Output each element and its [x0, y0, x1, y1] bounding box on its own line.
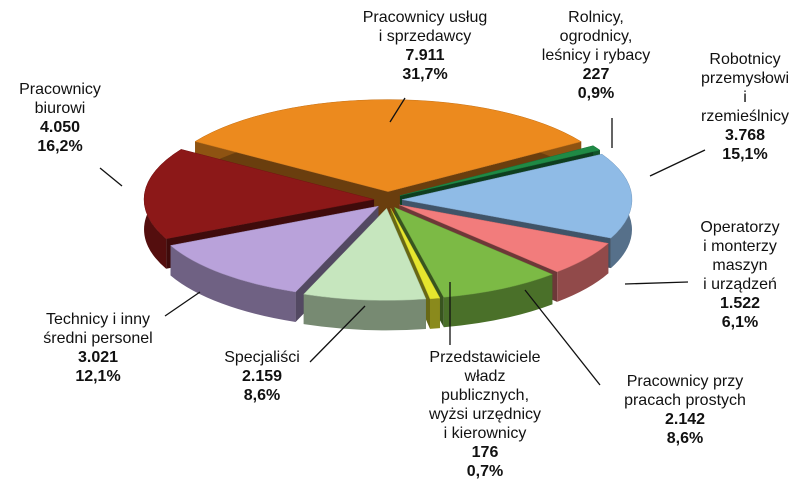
slice-label: Operatorzy i monterzy maszyn i urządzeń 1… [700, 218, 779, 332]
leader-line [389, 97, 406, 123]
value-label: 2.159 [241, 368, 283, 385]
leader-line [309, 305, 366, 363]
percent-label: 16,2% [37, 138, 83, 155]
slice-wall [557, 243, 609, 302]
percent-label: 15,1% [722, 146, 768, 163]
percent-label: 12,1% [75, 368, 121, 385]
slice-label: Przedstawiciele władz publicznych, wyżsi… [429, 348, 541, 481]
slice-wall [303, 294, 426, 331]
category-name: Operatorzy i monterzy maszyn i urządzeń [700, 219, 780, 293]
slice-label: Technicy i inny średni personel 3.021 12,1… [43, 310, 152, 386]
value-label: 227 [582, 66, 610, 83]
percent-label: 31,7% [402, 66, 448, 83]
slice-label: Pracownicy biurowi 4.050 16,2% [19, 80, 101, 156]
slice [399, 145, 601, 196]
category-name: Pracownicy usług i sprzedawcy [362, 9, 488, 45]
percent-label: 0,9% [577, 85, 615, 102]
slice [143, 149, 375, 240]
percent-label: 8,6% [666, 430, 704, 447]
leader-line [624, 281, 689, 285]
slice-wall [443, 274, 553, 328]
slice-label: Specjaliści 2.159 8,6% [224, 348, 300, 405]
category-name: Technicy i inny średni personel [43, 311, 153, 347]
value-label: 4.050 [39, 119, 81, 136]
slice [303, 207, 427, 301]
slice [170, 205, 380, 293]
percent-label: 6,1% [721, 314, 759, 331]
slice [401, 153, 633, 239]
leader-line [164, 291, 201, 317]
value-label: 3.021 [77, 349, 119, 366]
slice [390, 208, 441, 300]
slice-wall [170, 245, 296, 322]
category-name: Robotnicy przemysłowi i rzemieślnicy [700, 51, 790, 125]
percent-label: 8,6% [243, 387, 281, 404]
value-label: 1.522 [719, 295, 761, 312]
value-label: 176 [471, 444, 499, 461]
category-name: Pracownicy biurowi [19, 81, 101, 117]
value-label: 2.142 [664, 411, 706, 428]
category-name: Specjaliści [224, 349, 300, 366]
slice-label: Rolnicy, ogrodnicy, leśnicy i rybacy 227 0… [542, 8, 650, 103]
slice-label: Robotnicy przemysłowi i rzemieślnicy 3.76… [701, 50, 789, 164]
slice-wall [430, 298, 440, 329]
leader-line [524, 289, 601, 386]
slice [393, 206, 554, 298]
value-label: 7.911 [405, 47, 445, 64]
percent-label: 0,7% [466, 463, 504, 480]
slice [194, 99, 582, 192]
slice-label: Pracownicy usług i sprzedawcy 7.911 31,7% [363, 8, 488, 84]
leader-line [649, 149, 706, 177]
slice-label: Pracownicy przy pracach prostych 2.142 8,6… [624, 372, 746, 448]
slice [399, 204, 609, 273]
category-name: Przedstawiciele władz publicznych, wyżsi… [428, 349, 542, 442]
category-name: Rolnicy, ogrodnicy, leśnicy i rybacy [541, 9, 651, 64]
value-label: 3.768 [724, 127, 766, 144]
category-name: Pracownicy przy pracach prostych [624, 373, 746, 409]
leader-line [99, 167, 123, 187]
